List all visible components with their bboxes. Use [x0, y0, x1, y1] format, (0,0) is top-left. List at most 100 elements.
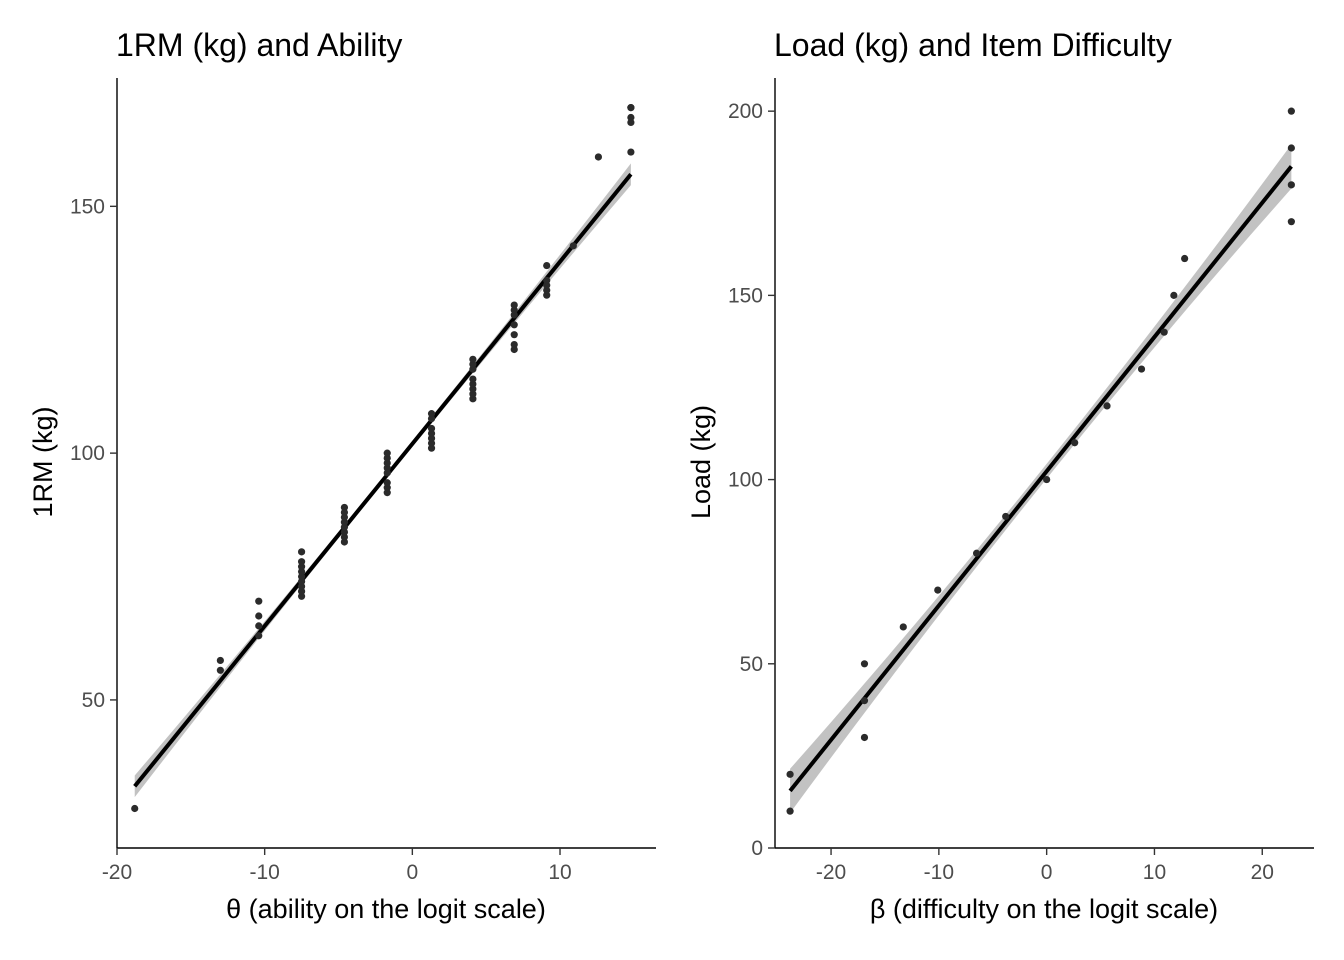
- data-point: [427, 444, 436, 452]
- data-point: [383, 464, 391, 472]
- y-tick-label: 50: [82, 689, 105, 712]
- x-tick-label: -10: [249, 861, 279, 884]
- data-point: [510, 331, 518, 339]
- data-point: [860, 733, 869, 742]
- data-point: [297, 582, 306, 590]
- data-point: [543, 276, 551, 284]
- y-tick-label: 100: [70, 442, 105, 465]
- data-point: [934, 586, 942, 594]
- data-point: [1160, 328, 1168, 336]
- points-layer: [786, 107, 1295, 815]
- data-point: [427, 410, 436, 418]
- data-point: [383, 449, 391, 457]
- y-tick-label: 200: [728, 100, 763, 123]
- data-point: [1071, 439, 1079, 447]
- data-point: [297, 572, 306, 581]
- data-point: [340, 508, 349, 516]
- data-point: [543, 291, 551, 299]
- data-point: [1043, 475, 1051, 484]
- data-point: [543, 286, 551, 294]
- data-point: [255, 622, 263, 630]
- data-point: [510, 301, 518, 309]
- data-point: [1287, 144, 1295, 152]
- chart-panel-difficulty: Load (kg) and Item Difficulty -20 -10 0 10 2…: [686, 27, 1314, 924]
- data-point: [543, 281, 551, 289]
- line-layer: [788, 165, 1293, 793]
- data-point: [1137, 365, 1146, 373]
- data-point: [469, 375, 477, 383]
- data-point: [1103, 402, 1111, 410]
- y-axis-title-ability: 1RM (kg): [28, 406, 58, 517]
- data-point: [340, 538, 349, 546]
- data-point: [972, 549, 981, 557]
- data-point: [469, 355, 477, 363]
- data-point: [297, 567, 306, 576]
- data-point: [469, 395, 477, 403]
- data-point: [427, 434, 436, 442]
- chart-title-ability: 1RM (kg) and Ability: [116, 27, 402, 63]
- data-point: [297, 577, 306, 586]
- data-point: [340, 503, 349, 512]
- data-point: [383, 484, 391, 492]
- data-point: [255, 612, 263, 620]
- data-point: [383, 489, 391, 497]
- data-point: [469, 390, 477, 398]
- data-point: [469, 385, 477, 393]
- data-point: [569, 242, 577, 250]
- data-point: [510, 306, 518, 314]
- data-point: [216, 656, 224, 665]
- data-point: [1287, 218, 1295, 226]
- data-point: [1002, 512, 1010, 521]
- y-tick-label: 100: [728, 469, 763, 492]
- data-point: [427, 429, 436, 437]
- data-point: [340, 513, 349, 521]
- data-point: [627, 113, 635, 122]
- data-point: [469, 380, 477, 388]
- data-point: [510, 345, 518, 354]
- data-point: [1170, 291, 1178, 299]
- chart-title-difficulty: Load (kg) and Item Difficulty: [774, 27, 1172, 63]
- data-point: [899, 623, 907, 631]
- data-point: [383, 459, 391, 467]
- data-point: [340, 528, 349, 536]
- data-point: [297, 587, 306, 595]
- data-point: [297, 592, 306, 600]
- data-point: [1287, 181, 1295, 189]
- data-point: [860, 660, 869, 668]
- regression-line: [788, 165, 1293, 793]
- points-layer: [131, 104, 635, 813]
- data-point: [543, 261, 551, 270]
- x-tick-label: 10: [548, 861, 571, 884]
- x-axis-title-difficulty: β (difficulty on the logit scale): [870, 894, 1218, 924]
- data-point: [627, 118, 635, 127]
- x-tick-label: -10: [924, 861, 954, 884]
- y-tick-label: 150: [70, 195, 105, 218]
- chart-panel-ability: 1RM (kg) and Ability -20 -10 0 10 50 100 150 θ…: [28, 27, 656, 924]
- data-point: [340, 533, 349, 541]
- x-axis-title-ability: θ (ability on the logit scale): [226, 894, 546, 924]
- data-point: [594, 153, 603, 161]
- data-point: [786, 807, 794, 815]
- data-point: [255, 597, 263, 605]
- x-tick-label: -20: [102, 861, 132, 884]
- data-point: [255, 632, 263, 640]
- data-point: [427, 424, 436, 433]
- data-point: [383, 479, 391, 487]
- data-point: [383, 454, 391, 462]
- data-point: [860, 697, 869, 705]
- data-point: [297, 558, 306, 566]
- data-point: [383, 469, 391, 477]
- x-tick-label: 0: [1041, 861, 1053, 884]
- x-tick-label: 10: [1143, 861, 1166, 884]
- data-point: [510, 321, 518, 329]
- y-axis-title-difficulty: Load (kg): [686, 405, 716, 519]
- y-tick-label: 0: [751, 837, 763, 860]
- y-tick-label: 50: [740, 653, 763, 676]
- data-point: [131, 804, 139, 813]
- line-layer: [133, 172, 633, 788]
- data-point: [510, 340, 518, 349]
- data-point: [216, 666, 224, 674]
- data-point: [469, 365, 477, 373]
